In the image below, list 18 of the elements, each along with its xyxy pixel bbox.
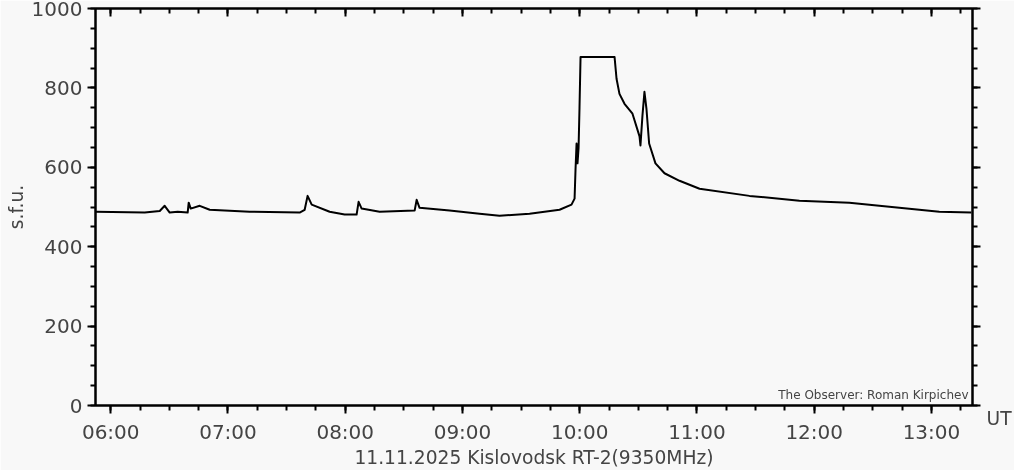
x-tick-label: 08:00 — [316, 419, 375, 444]
x-tick-label: 10:00 — [550, 419, 609, 444]
x-tick-label: 11:00 — [668, 419, 726, 444]
x-tick-label: 06:00 — [81, 419, 140, 444]
x-tick-label: 13:00 — [902, 419, 961, 444]
y-tick-label: 200 — [44, 314, 83, 339]
x-axis-title: 11.11.2025 Kislovodsk RT-2(9350MHz) — [354, 446, 714, 468]
y-tick-label: 1000 — [31, 0, 83, 21]
y-tick-label: 0 — [69, 393, 83, 418]
text: UT — [986, 407, 1013, 429]
y-axis-title: s.f.u. — [5, 184, 27, 230]
x-tick-label: 09:00 — [433, 419, 492, 444]
x-tick-label: 07:00 — [199, 419, 257, 444]
annotation: The Observer: Roman Kirpichev — [777, 387, 969, 402]
y-tick-label: 800 — [44, 75, 83, 100]
y-tick-label: 600 — [44, 155, 83, 180]
x-tick-label: 12:00 — [785, 419, 844, 444]
y-tick-label: 400 — [44, 234, 83, 259]
